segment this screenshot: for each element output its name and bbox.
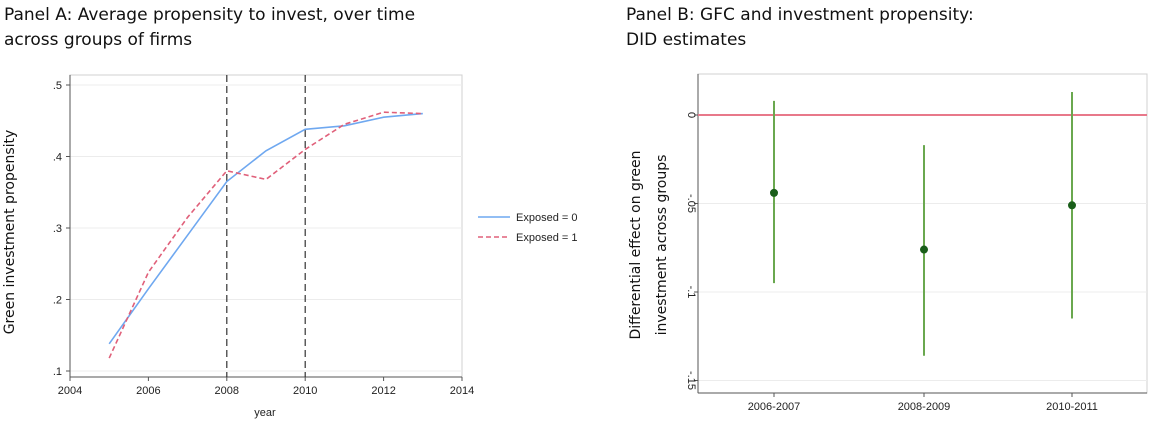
panel-a-line-chart: .1 .2 .3 .4 .5 2004 2006 2008 2010 2012 2014 year Gr…: [2, 74, 577, 419]
panel-a-title: Panel A: Average propensity to invest, o…: [4, 3, 415, 53]
x-tick-label: 2008: [215, 385, 239, 397]
x-tick-label: 2004: [58, 385, 82, 397]
x-tick-label: 2006: [136, 385, 160, 397]
legend-label-0: Exposed = 0: [516, 212, 577, 224]
y-tick-label: .5: [53, 80, 62, 92]
x-tick-label-b: 2010-2011: [1046, 401, 1098, 413]
y-axis-title-b-line2: investment across groups: [654, 155, 670, 336]
x-tick-label-b: 2008-2009: [898, 401, 951, 413]
panel-a-title-line1: Panel A: Average propensity to invest, o…: [4, 5, 416, 25]
panel-b-title: Panel B: GFC and investment propensity: …: [626, 3, 974, 53]
y-tick-label-b: -.15: [685, 371, 697, 390]
y-tick-label-b: -.1: [685, 286, 697, 299]
point-estimate-2006-2007: [770, 188, 778, 197]
y-axis-title-a: Green investment propensity: [2, 130, 18, 335]
x-tick-label-b: 2006-2007: [748, 401, 801, 413]
y-tick-label: .4: [53, 152, 62, 164]
plot-area-b: [697, 73, 1148, 394]
x-axis-title-a: year: [254, 407, 276, 419]
legend-label-1: Exposed = 1: [516, 232, 577, 244]
x-tick-label: 2010: [293, 385, 317, 397]
x-tick-label: 2012: [371, 385, 395, 397]
x-tick-label: 2014: [450, 385, 474, 397]
panel-b-title-line2: DID estimates: [626, 30, 747, 50]
y-tick-label: .2: [53, 295, 62, 307]
y-tick-label: .3: [53, 223, 62, 235]
panel-a-title-line2: across groups of firms: [4, 30, 193, 50]
series-line-exposed-0: [108, 112, 423, 345]
y-axis-title-b-line1: Differential effect on green: [628, 151, 644, 340]
y-tick-label: .1: [53, 366, 62, 378]
point-estimate-2008-2009: [920, 245, 928, 254]
y-tick-label-b: 0: [685, 112, 697, 118]
point-estimate-2010-2011: [1068, 201, 1076, 210]
plot-area-a: [69, 74, 463, 378]
panel-b-title-line1: Panel B: GFC and investment propensity:: [626, 5, 974, 25]
series-line-exposed-1: [108, 111, 423, 359]
y-tick-label-b: -.05: [685, 194, 697, 213]
